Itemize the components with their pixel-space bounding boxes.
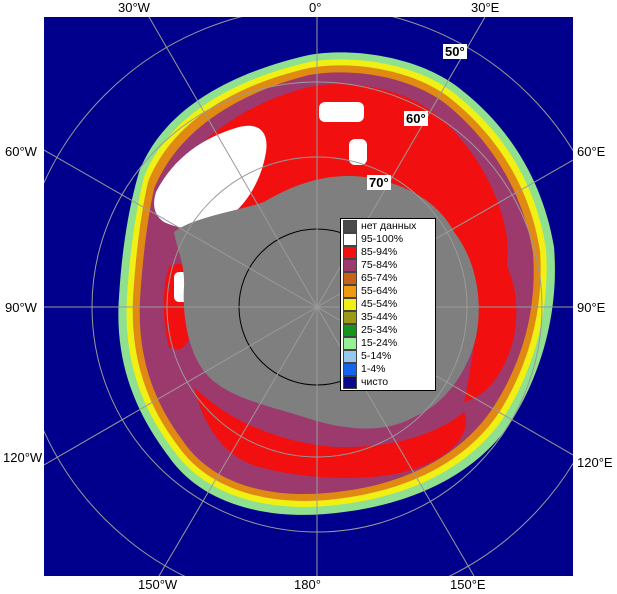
legend-swatch	[343, 233, 357, 246]
ice-white-patch	[349, 139, 367, 165]
legend-label: 15-24%	[361, 337, 398, 349]
legend-row: 85-94%	[343, 246, 433, 259]
ice-red-region-east	[464, 237, 517, 402]
legend-row: 45-54%	[343, 298, 433, 311]
ice-white-weddell	[154, 125, 267, 229]
legend-label: 95-100%	[361, 233, 404, 245]
lon-label-top-0: 0°	[309, 0, 322, 15]
lon-label-right-120e: 120°E	[577, 455, 613, 470]
lon-label-bottom-180: 180°	[294, 577, 321, 592]
lon-label-right-60e: 60°E	[577, 144, 606, 159]
legend-swatch	[343, 376, 357, 389]
legend-label: 35-44%	[361, 311, 398, 323]
legend-label: 65-74%	[361, 272, 398, 284]
lon-label-top-30e: 30°E	[471, 0, 500, 15]
legend-row: 5-14%	[343, 350, 433, 363]
legend-row: 75-84%	[343, 259, 433, 272]
lon-label-bottom-150e: 150°E	[450, 577, 486, 592]
legend-swatch	[343, 363, 357, 376]
lon-label-left-60w: 60°W	[5, 144, 37, 159]
map-frame	[16, 6, 617, 594]
legend-label: 85-94%	[361, 246, 398, 258]
legend-swatch	[343, 246, 357, 259]
legend: нет данных 95-100% 85-94% 75-84% 65-74% 55-64…	[340, 218, 436, 391]
lat-label-70: 70°	[367, 175, 391, 190]
ice-red-region-south	[194, 387, 466, 479]
lon-label-left-90w: 90°W	[5, 300, 37, 315]
legend-swatch	[343, 350, 357, 363]
legend-label: 55-64%	[361, 285, 398, 297]
legend-swatch	[343, 272, 357, 285]
lat-label-60: 60°	[404, 111, 428, 126]
legend-swatch	[343, 311, 357, 324]
legend-label: нет данных	[361, 220, 417, 232]
legend-swatch	[343, 337, 357, 350]
legend-swatch	[343, 220, 357, 233]
legend-swatch	[343, 324, 357, 337]
legend-row: 65-74%	[343, 272, 433, 285]
lon-label-top-30w: 30°W	[118, 0, 150, 15]
sea-ice-map	[16, 6, 617, 594]
legend-row: нет данных	[343, 220, 433, 233]
legend-row: 15-24%	[343, 337, 433, 350]
legend-label: 45-54%	[361, 298, 398, 310]
legend-label: 25-34%	[361, 324, 398, 336]
legend-row: 95-100%	[343, 233, 433, 246]
legend-label: 1-4%	[361, 363, 386, 375]
legend-row: 55-64%	[343, 285, 433, 298]
legend-row: чисто	[343, 376, 433, 389]
legend-swatch	[343, 298, 357, 311]
legend-swatch	[343, 285, 357, 298]
legend-swatch	[343, 259, 357, 272]
lat-label-50: 50°	[443, 44, 467, 59]
lon-label-left-120w: 120°W	[3, 450, 43, 465]
legend-label: 75-84%	[361, 259, 398, 271]
ice-white-patch	[319, 102, 364, 122]
legend-row: 35-44%	[343, 311, 433, 324]
lon-label-bottom-150w: 150°W	[138, 577, 178, 592]
legend-label: 5-14%	[361, 350, 392, 362]
legend-row: 25-34%	[343, 324, 433, 337]
lon-label-right-90e: 90°E	[577, 300, 606, 315]
legend-row: 1-4%	[343, 363, 433, 376]
legend-label: чисто	[361, 376, 389, 388]
